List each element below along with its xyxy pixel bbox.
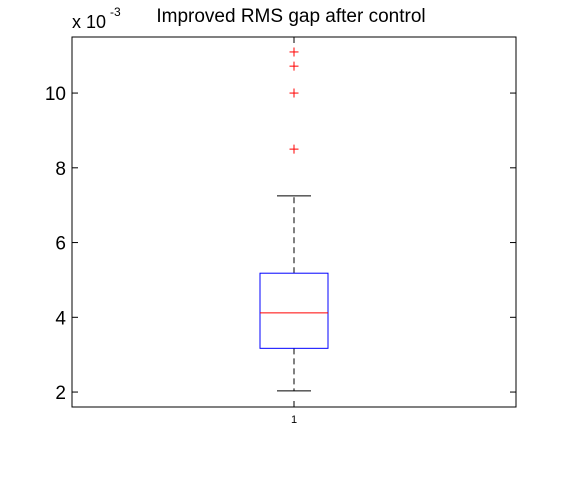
- x-axis: 1: [291, 37, 297, 426]
- y-tick-label: 4: [55, 308, 66, 329]
- box-series: [259, 47, 329, 392]
- y-tick-label: 10: [45, 84, 66, 105]
- y-tick-label: 6: [55, 234, 66, 255]
- exponent-power: -3: [110, 5, 121, 19]
- exponent-base: x 10: [72, 12, 106, 32]
- chart-title: Improved RMS gap after control: [156, 6, 425, 27]
- y-tick-label: 2: [55, 383, 66, 404]
- chart-title-group: x 10 -3 Improved RMS gap after control: [72, 5, 426, 32]
- outlier-marker: [289, 61, 299, 71]
- outlier-marker: [289, 144, 299, 154]
- y-axis: 2 4 6 8 10: [45, 84, 516, 404]
- box-iqr: [259, 272, 329, 349]
- outlier-marker: [289, 88, 299, 98]
- x-tick-label: 1: [291, 414, 297, 426]
- y-tick-label: 8: [55, 159, 66, 180]
- outlier-marker: [289, 47, 299, 57]
